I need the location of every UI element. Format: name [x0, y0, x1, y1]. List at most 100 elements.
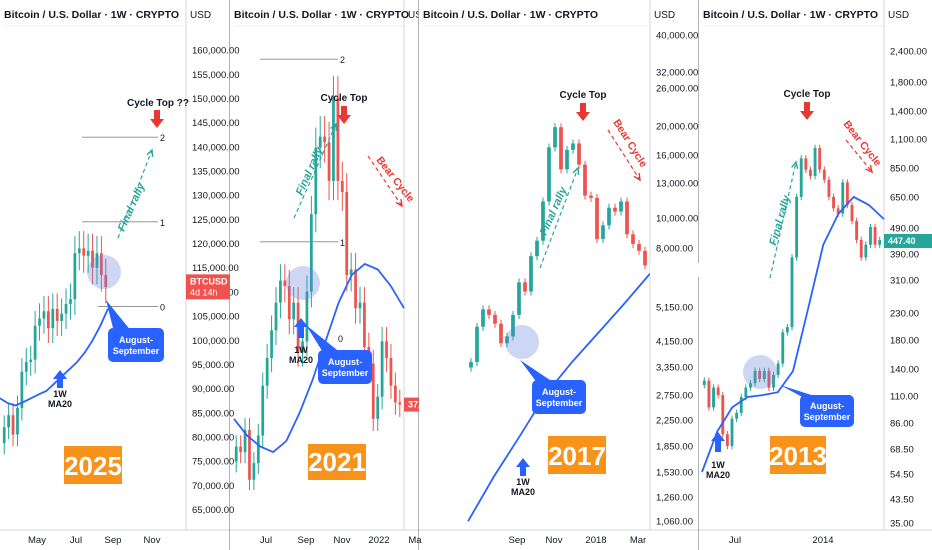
candle-body	[613, 207, 617, 212]
price-tick: 180.00	[890, 336, 919, 347]
currency-label: USD	[190, 10, 211, 21]
bear-cycle-arrow	[607, 129, 641, 182]
price-tick: 100,000.00	[192, 336, 240, 347]
year-badge-label: 2017	[548, 441, 606, 471]
candle-body	[7, 415, 10, 428]
time-tick: Jul	[260, 535, 272, 546]
candle-body	[252, 463, 256, 480]
chart-title: Bitcoin / U.S. Dollar · 1W · CRYPTO	[4, 9, 179, 21]
year-badge-box	[548, 436, 606, 474]
last-price-2017-box	[650, 263, 699, 277]
candle-body	[601, 225, 605, 240]
candle-body	[505, 336, 509, 344]
fib-level-2: 2	[260, 55, 345, 65]
august-september-callout-box	[108, 328, 164, 362]
cycle-top-arrow-shaft	[804, 102, 810, 112]
candle-body	[60, 313, 63, 321]
ma20-arrow	[711, 432, 725, 452]
candle-body	[809, 169, 812, 176]
candle-body	[234, 446, 238, 462]
bear-cycle-arrow-line	[607, 129, 641, 181]
august-september-callout: August-September	[106, 300, 164, 362]
candle-body	[336, 97, 340, 181]
candle-body	[523, 282, 527, 292]
price-tick: 1,800.00	[890, 78, 927, 89]
ma20-label-line1: 1W	[53, 389, 67, 399]
candle-body	[42, 311, 46, 319]
candle-body	[836, 208, 840, 214]
candle-body	[279, 280, 282, 303]
fib-level-2-label: 2	[340, 55, 345, 65]
price-tick: 155,000.00	[192, 70, 240, 81]
candle-body	[643, 250, 647, 266]
price-tick: 90,000.00	[192, 384, 234, 395]
august-september-callout: August-September	[780, 385, 854, 427]
price-tick: 70,000.00	[192, 481, 234, 492]
candle-body	[589, 195, 593, 198]
candle-body	[637, 243, 641, 251]
candle-body	[873, 226, 877, 245]
august-september-callout-pointer	[520, 360, 556, 384]
year-badge: 2017	[548, 436, 606, 474]
year-badge: 2013	[769, 436, 827, 474]
candle-body	[547, 147, 551, 202]
candle-body	[577, 143, 581, 165]
candle-body	[559, 127, 563, 170]
candle-body	[82, 248, 86, 256]
ma20-arrow-shaft	[298, 326, 304, 338]
time-tick: Nov	[334, 535, 351, 546]
august-september-callout-line1: August-	[328, 357, 362, 367]
candle-body	[323, 136, 327, 143]
candle-body	[790, 257, 794, 328]
candle-body	[385, 341, 388, 358]
cycle-top-arrow	[800, 102, 814, 120]
cycle-top-label: Cycle Top	[783, 89, 830, 100]
currency-label: USD	[888, 10, 909, 21]
candle-body	[24, 362, 28, 372]
ma20-line-2017	[467, 273, 651, 522]
fib-level-0-label: 0	[338, 334, 343, 344]
candle-body	[69, 299, 72, 305]
price-tick: 160,000.00	[192, 46, 240, 57]
august-september-callout-box	[800, 395, 854, 427]
time-axis-2013: Jul 2014	[729, 535, 834, 546]
candle-body	[29, 359, 33, 363]
august-september-callout: August-September	[520, 360, 586, 414]
candle-body	[345, 192, 349, 275]
candle-body	[827, 179, 831, 197]
candle-body	[725, 434, 729, 446]
candle-body	[493, 314, 497, 324]
ma20-label-line1: 1W	[711, 460, 725, 470]
candle-body	[712, 387, 715, 408]
candle-body	[822, 169, 826, 180]
candle-body	[248, 429, 251, 480]
candle-body	[702, 380, 706, 386]
candle-body	[256, 435, 260, 464]
candle-body	[100, 253, 103, 275]
last-price-2017-text: 6,812.64	[654, 265, 689, 275]
candle-body	[389, 358, 393, 386]
candle-body	[314, 147, 318, 215]
candle-body	[607, 207, 611, 226]
candle-body	[631, 234, 635, 244]
august-september-callout-box	[532, 380, 586, 414]
candle-body	[340, 180, 344, 192]
final-rally-arrow-head	[330, 122, 337, 132]
final-rally-arrow-line	[117, 149, 153, 239]
price-tick: 105,000.00	[192, 312, 240, 323]
ma20-arrow-head	[294, 318, 308, 327]
candle-body	[565, 149, 569, 170]
final-rally-arrow-line	[539, 167, 579, 269]
candle-body	[772, 374, 775, 388]
candle-body	[785, 327, 789, 333]
price-tick: 3,350.00	[656, 363, 693, 374]
bear-cycle-arrow	[367, 155, 403, 208]
price-tick: 5,150.00	[656, 303, 693, 314]
cycle-top-arrow	[150, 110, 164, 128]
price-tick: 13,000.00	[656, 179, 698, 190]
candle-body	[739, 397, 743, 413]
price-tick: 1,100.00	[890, 135, 927, 146]
candles-2025	[2, 231, 108, 455]
